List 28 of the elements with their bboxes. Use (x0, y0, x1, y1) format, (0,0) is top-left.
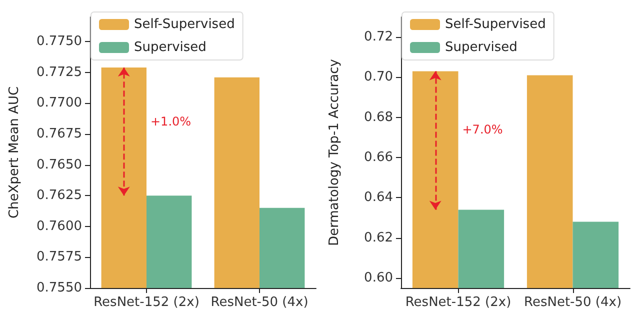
y-tick-label: 0.7700 (36, 96, 82, 111)
y-axis-title: CheXpert Mean AUC (7, 86, 22, 219)
y-tick-label: 0.7750 (36, 34, 82, 50)
y-tick-label: 0.7675 (36, 126, 82, 142)
y-tick-label: 0.7725 (36, 64, 82, 80)
legend-label: Self-Supervised (134, 17, 235, 32)
annotation: +7.0% (462, 122, 503, 136)
x-tick-label: ResNet-50 (4x) (524, 295, 622, 310)
y-tick-label: 0.72 (364, 30, 393, 45)
x-tick-label: ResNet-152 (2x) (94, 295, 200, 310)
y-tick-label: 0.7575 (36, 250, 82, 265)
y-axis-title: Dermatology Top-1 Accuracy (327, 58, 342, 246)
legend-label: Supervised (134, 40, 206, 55)
y-tick-label: 0.7625 (36, 188, 82, 204)
legend-label: Supervised (445, 40, 518, 55)
y-tick-label: 0.7600 (36, 218, 82, 234)
y-tick-label: 0.60 (364, 270, 393, 286)
annotation: +1.0% (150, 114, 192, 129)
y-tick-label: 0.62 (364, 230, 393, 246)
y-tick-label: 0.66 (364, 150, 393, 166)
y-tick-label: 0.7550 (36, 280, 82, 296)
x-tick-label: ResNet-50 (4x) (210, 295, 308, 310)
y-tick-label: 0.7650 (36, 157, 82, 172)
legend-label: Self-Supervised (445, 17, 546, 32)
y-tick-label: 0.68 (364, 110, 393, 125)
y-tick-label: 0.64 (364, 190, 393, 206)
y-tick-label: 0.70 (364, 70, 393, 85)
x-tick-label: ResNet-152 (2x) (405, 295, 512, 310)
